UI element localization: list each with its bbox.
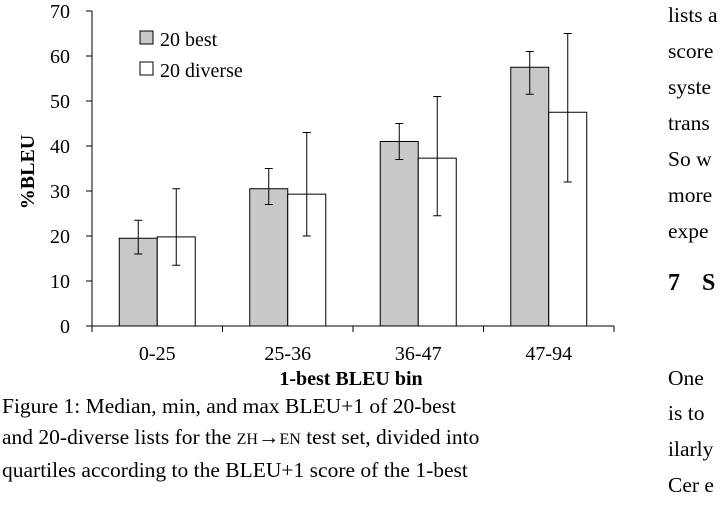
right-column-line: score [668, 39, 714, 63]
right-column-line: trans [668, 111, 710, 135]
caption-text: test set, divided into [300, 425, 480, 449]
error-bars [134, 33, 572, 266]
right-column-line: syste [668, 75, 711, 99]
legend: 20 best 20 diverse [139, 29, 243, 82]
x-tick-label: 36-47 [395, 343, 442, 365]
figure-caption: Figure 1: Median, min, and max BLEU+1 of… [2, 391, 630, 486]
caption-arrow: → [257, 425, 280, 449]
right-column-line: So w [668, 147, 712, 171]
right-column-line: is to [668, 401, 705, 425]
caption-line-3: quartiles according to the BLEU+1 score … [2, 458, 468, 482]
caption-line-1: Figure 1: Median, min, and max BLEU+1 of… [2, 394, 456, 418]
right-column-line: more [668, 183, 713, 207]
caption-text: and 20-diverse lists for the [2, 425, 237, 449]
x-axis: 0-25 25-36 36-47 47-94 [91, 325, 615, 365]
right-column-line: lists a [668, 3, 718, 27]
y-axis-label: %BLEU [17, 135, 39, 209]
right-column-line: Cer e [668, 473, 714, 497]
y-tick-label: 0 [60, 316, 70, 338]
section-title: S [702, 270, 716, 296]
right-column-line: expe [668, 219, 709, 243]
right-column-line: One [668, 366, 704, 390]
legend-swatch-20-best [139, 30, 154, 45]
x-tick-label: 25-36 [264, 343, 311, 365]
y-tick-label: 50 [50, 91, 70, 113]
section-number: 7 [668, 270, 680, 296]
y-axis: 0 10 20 30 40 50 60 70 [50, 1, 93, 338]
y-tick-label: 40 [50, 136, 70, 158]
bars [118, 66, 588, 327]
legend-label-20-best: 20 best [160, 29, 218, 51]
y-tick-label: 70 [50, 1, 70, 23]
y-tick-label: 30 [50, 181, 70, 203]
caption-line-2: and 20-diverse lists for the ZH→EN test … [2, 422, 630, 455]
y-tick-label: 10 [50, 271, 70, 293]
legend-label-20-diverse: 20 diverse [160, 60, 243, 82]
x-tick-label: 47-94 [525, 343, 572, 365]
right-column-line: ilarly [668, 437, 714, 461]
x-tick-label: 0-25 [139, 343, 176, 365]
bar [510, 66, 550, 327]
legend-swatch-20-diverse [139, 61, 154, 76]
caption-en: EN [279, 431, 301, 448]
bar [379, 141, 419, 327]
caption-zh: ZH [236, 431, 258, 448]
bar-chart: 0 10 20 30 40 50 60 70 0-25 25-36 36-47 47-94 %BLE… [17, 1, 615, 388]
bar [249, 188, 289, 327]
x-axis-label: 1-best BLEU bin [279, 368, 422, 388]
y-tick-label: 60 [50, 46, 70, 68]
y-tick-label: 20 [50, 226, 70, 248]
